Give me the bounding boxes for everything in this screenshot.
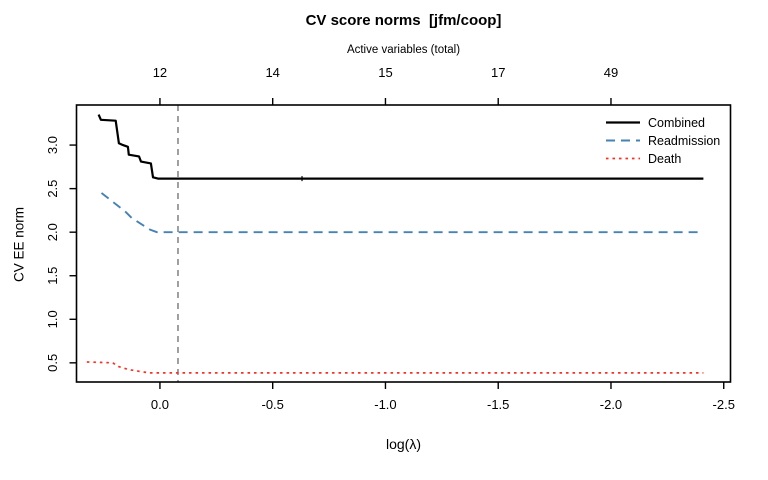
chart-title: CV score norms [jfm/coop] (305, 12, 502, 29)
x-axis-tick-label: -1.5 (487, 397, 509, 412)
top-axis-label: Active variables (total) (346, 44, 461, 56)
x-axis-tick-label: -2.0 (600, 397, 622, 412)
x-axis-tick-label: 0.0 (151, 397, 169, 412)
legend-label-death: Death (648, 152, 681, 166)
y-axis-tick-label: 0.5 (45, 354, 60, 372)
top-axis-tick-label: 14 (265, 65, 279, 80)
y-axis-tick-label: 3.0 (45, 136, 60, 154)
top-axis-tick-label: 49 (604, 65, 618, 80)
y-axis-tick-label: 1.5 (45, 267, 60, 285)
x-axis-tick-label: -2.5 (713, 397, 735, 412)
y-axis-tick-label: 1.0 (45, 310, 60, 328)
legend-label-readmission: Readmission (648, 134, 720, 148)
series-combined-line (97, 114, 704, 180)
top-axis-tick-label: 17 (491, 65, 505, 80)
series-readmission-line (100, 192, 704, 234)
x-axis-label: log(λ) (385, 436, 421, 452)
series-death-line (86, 361, 704, 374)
top-axis-tick-label: 15 (378, 65, 392, 80)
x-axis-tick-label: -0.5 (261, 397, 283, 412)
plot-box (75, 104, 732, 383)
y-axis-tick-label: 2.0 (45, 223, 60, 241)
legend-label-combined: Combined (648, 116, 705, 130)
x-axis-tick-label: -1.0 (374, 397, 396, 412)
y-axis-tick-label: 2.5 (45, 180, 60, 198)
top-axis-tick-label: 12 (153, 65, 167, 80)
